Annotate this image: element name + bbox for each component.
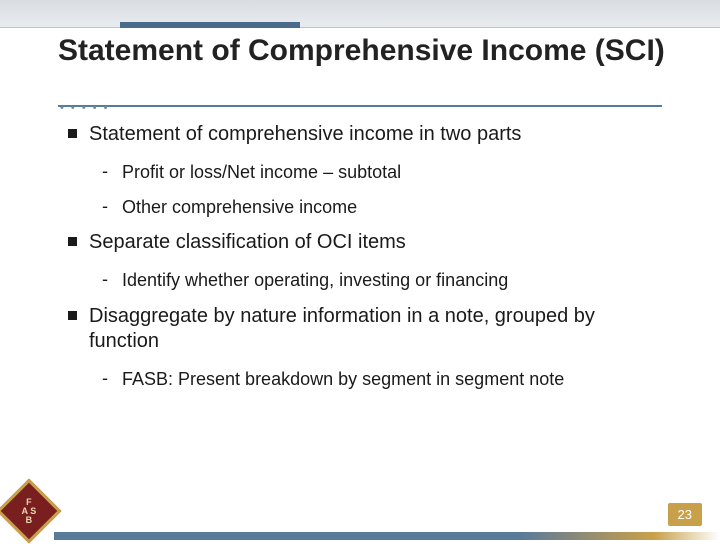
dash-bullet-icon: - — [102, 161, 108, 182]
bottom-stripe — [54, 532, 720, 540]
slide-content: Statement of comprehensive income in two… — [68, 122, 670, 402]
dash-bullet-icon: - — [102, 269, 108, 290]
page-number-badge: 23 — [668, 503, 702, 526]
bullet-text: Other comprehensive income — [122, 196, 357, 219]
bullet-text: FASB: Present breakdown by segment in se… — [122, 368, 564, 391]
dash-bullet-icon: - — [102, 368, 108, 389]
bullet-text: Disaggregate by nature information in a … — [89, 304, 670, 354]
bullet-level2: - Profit or loss/Net income – subtotal — [102, 161, 670, 184]
bullet-level1: Separate classification of OCI items — [68, 230, 670, 255]
dash-bullet-icon: - — [102, 196, 108, 217]
bullet-level1: Disaggregate by nature information in a … — [68, 304, 670, 354]
square-bullet-icon — [68, 129, 77, 138]
title-underline — [58, 105, 662, 107]
bullet-level2: - Other comprehensive income — [102, 196, 670, 219]
logo-diamond-shape: FA SB — [0, 478, 62, 543]
logo-text: FA SB — [22, 497, 37, 524]
square-bullet-icon — [68, 237, 77, 246]
decorative-dots: • • • • • — [60, 102, 109, 114]
top-border-bar — [0, 0, 720, 28]
bullet-text: Identify whether operating, investing or… — [122, 269, 508, 292]
slide-title: Statement of Comprehensive Income (SCI) — [58, 34, 680, 67]
fasb-logo: FA SB — [6, 488, 52, 534]
bullet-text: Separate classification of OCI items — [89, 230, 406, 255]
bullet-text: Profit or loss/Net income – subtotal — [122, 161, 401, 184]
bullet-text: Statement of comprehensive income in two… — [89, 122, 521, 147]
bullet-level2: - Identify whether operating, investing … — [102, 269, 670, 292]
bullet-level2: - FASB: Present breakdown by segment in … — [102, 368, 670, 391]
top-accent-strip — [120, 22, 300, 28]
square-bullet-icon — [68, 311, 77, 320]
bullet-level1: Statement of comprehensive income in two… — [68, 122, 670, 147]
